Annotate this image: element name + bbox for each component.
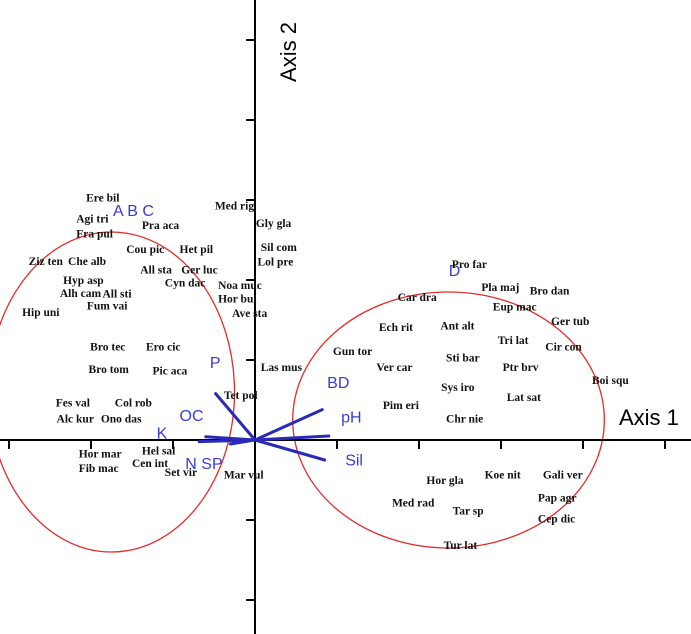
species-label: Boi squ bbox=[592, 375, 629, 387]
species-label: Hor bul bbox=[218, 293, 256, 305]
species-label: Pap agr bbox=[538, 493, 577, 505]
axis-ticks bbox=[8, 39, 666, 601]
species-label: Pla maj bbox=[481, 282, 519, 294]
species-label: Cou pic bbox=[126, 244, 164, 256]
species-label: Lat sat bbox=[507, 392, 541, 404]
environment-vectors bbox=[197, 392, 331, 462]
species-label: Ptr brv bbox=[503, 362, 539, 374]
species-label: Cen int bbox=[132, 458, 168, 470]
species-label: Hor gla bbox=[426, 475, 463, 487]
species-label: Ger luc bbox=[181, 265, 218, 277]
species-label: Pro far bbox=[452, 259, 487, 271]
vector-label: K bbox=[157, 425, 168, 442]
species-label: Car dra bbox=[398, 292, 437, 304]
species-label: Gali ver bbox=[543, 469, 583, 481]
vector-ph bbox=[253, 434, 331, 442]
vector-label: Sil bbox=[345, 453, 363, 470]
species-label: Che alb bbox=[68, 256, 106, 268]
species-label: Het pil bbox=[180, 244, 214, 256]
species-label: Lol pre bbox=[257, 257, 293, 269]
species-label: Sil com bbox=[261, 242, 298, 254]
group-label: D bbox=[449, 263, 461, 280]
y-axis-title: Axis 2 bbox=[276, 22, 301, 82]
species-label: Bro tec bbox=[90, 341, 125, 353]
species-label: Hor mar bbox=[79, 449, 122, 461]
species-label: Tur lat bbox=[444, 540, 478, 552]
x-axis-title: Axis 1 bbox=[619, 405, 679, 430]
vector-sil bbox=[253, 438, 327, 462]
species-label: All sti bbox=[102, 289, 132, 301]
species-label: Pim eri bbox=[383, 400, 420, 412]
vector-n-sp bbox=[228, 438, 257, 446]
species-label: Alh cam bbox=[60, 288, 102, 300]
group-ellipses bbox=[0, 231, 605, 553]
vector-label: pH bbox=[341, 409, 361, 426]
species-label: Ono das bbox=[101, 413, 142, 425]
vector-label: OC bbox=[180, 408, 204, 425]
species-label: Pra aca bbox=[142, 220, 180, 232]
vector-label: N SP bbox=[185, 456, 222, 473]
group-ellipse-0 bbox=[0, 231, 236, 553]
species-label: Col rob bbox=[115, 397, 152, 409]
vector-label: BD bbox=[327, 375, 349, 392]
species-label: Ver car bbox=[376, 362, 412, 374]
species-label: Cir con bbox=[545, 341, 582, 353]
species-label: Med rig bbox=[215, 201, 255, 213]
species-label: Las mus bbox=[261, 362, 303, 374]
species-label: Gly gla bbox=[256, 218, 292, 230]
species-label: Alc kur bbox=[57, 413, 94, 425]
species-label: Sti bar bbox=[446, 353, 480, 365]
species-label: Fib mac bbox=[79, 463, 119, 475]
species-label: Tet pol bbox=[224, 390, 258, 402]
species-label: Bro tom bbox=[89, 364, 130, 376]
species-label: Sys iro bbox=[441, 382, 475, 394]
environment-vector-labels: P BD pH Sil OC K N SP bbox=[157, 355, 363, 473]
species-label: Ger tub bbox=[551, 316, 589, 328]
species-label: Mar vul bbox=[224, 469, 264, 481]
species-label: Ave sta bbox=[232, 308, 267, 320]
species-label: Hip uni bbox=[22, 307, 60, 319]
species-label: Koe nit bbox=[485, 469, 521, 481]
species-label: Chr nie bbox=[446, 413, 483, 425]
species-label: Cyn dac bbox=[165, 277, 206, 289]
species-label: Agi tri bbox=[76, 213, 109, 225]
species-label: Cep dic bbox=[538, 513, 575, 525]
species-label: Fra pul bbox=[76, 229, 113, 241]
species-label: Set vir bbox=[165, 467, 197, 479]
species-label: Tri lat bbox=[498, 335, 529, 347]
species-label: Pic aca bbox=[153, 365, 188, 377]
group-label: A B C bbox=[113, 203, 154, 220]
species-label: Bro dan bbox=[530, 285, 570, 297]
species-label: Hel sal bbox=[142, 445, 176, 457]
species-label: Ziz ten bbox=[29, 256, 64, 268]
species-labels: Ere bil Med rig Agi tri Gly gla Pra aca Fra p… bbox=[22, 193, 629, 552]
species-label: Fes val bbox=[56, 397, 90, 409]
species-label: Gun tor bbox=[333, 346, 372, 358]
species-label: Hyp asp bbox=[63, 275, 104, 287]
species-label: Ant alt bbox=[440, 321, 474, 333]
species-label: Ere bil bbox=[86, 193, 119, 205]
species-label: Tar sp bbox=[453, 505, 484, 517]
vector-bd bbox=[253, 408, 324, 442]
species-label: Fum vai bbox=[87, 301, 128, 313]
vector-label: P bbox=[210, 355, 221, 372]
vector-p bbox=[214, 392, 257, 442]
group-labels: A B C D bbox=[113, 203, 460, 280]
species-label: Ech rit bbox=[379, 322, 413, 334]
species-label: Noa muc bbox=[218, 280, 262, 292]
species-label: All sta bbox=[140, 265, 172, 277]
species-label: Med rad bbox=[392, 497, 435, 509]
group-ellipse-1 bbox=[292, 291, 605, 549]
species-label: Ero cic bbox=[146, 341, 181, 353]
species-label: Eup mac bbox=[493, 301, 537, 313]
